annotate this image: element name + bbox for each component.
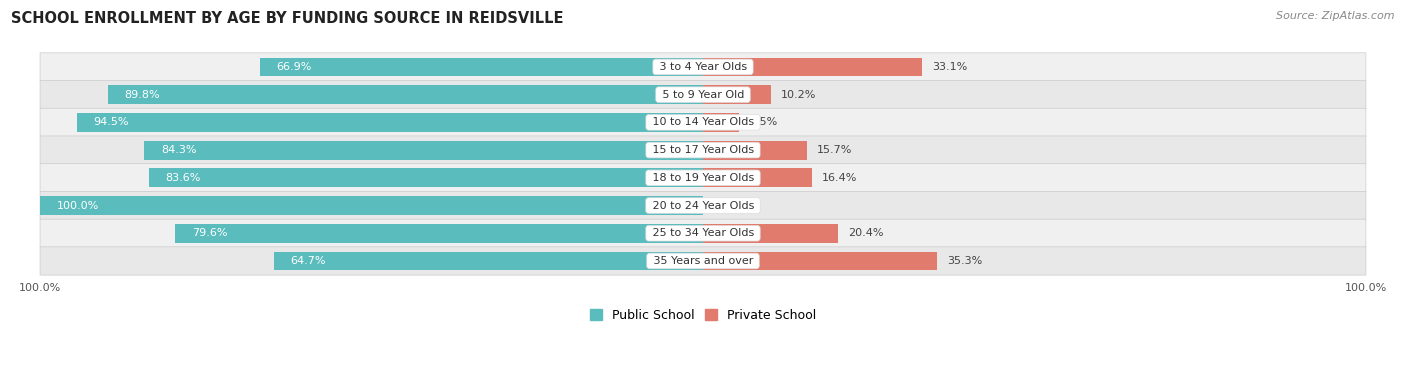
Text: 25 to 34 Year Olds: 25 to 34 Year Olds <box>648 228 758 238</box>
Text: 20.4%: 20.4% <box>848 228 883 238</box>
Bar <box>703 113 740 132</box>
Text: 79.6%: 79.6% <box>193 228 228 238</box>
Text: 20 to 24 Year Olds: 20 to 24 Year Olds <box>648 201 758 210</box>
Bar <box>703 169 811 187</box>
Text: 5.5%: 5.5% <box>749 117 778 127</box>
Bar <box>76 113 703 132</box>
FancyBboxPatch shape <box>41 136 1365 164</box>
Text: 66.9%: 66.9% <box>276 62 312 72</box>
Bar <box>41 196 703 215</box>
Text: 18 to 19 Year Olds: 18 to 19 Year Olds <box>648 173 758 183</box>
Text: 35.3%: 35.3% <box>946 256 983 266</box>
Bar <box>145 141 703 159</box>
Bar <box>176 224 703 243</box>
Text: 10 to 14 Year Olds: 10 to 14 Year Olds <box>648 117 758 127</box>
Text: 100.0%: 100.0% <box>56 201 98 210</box>
FancyBboxPatch shape <box>41 164 1365 192</box>
Text: 0.0%: 0.0% <box>713 201 741 210</box>
Text: 100.0%: 100.0% <box>1344 283 1386 293</box>
FancyBboxPatch shape <box>41 192 1365 220</box>
Bar <box>703 224 838 243</box>
Bar <box>274 251 703 270</box>
FancyBboxPatch shape <box>41 247 1365 275</box>
Bar <box>703 58 922 77</box>
Text: 89.8%: 89.8% <box>124 90 160 100</box>
Text: Source: ZipAtlas.com: Source: ZipAtlas.com <box>1277 11 1395 21</box>
Text: 5 to 9 Year Old: 5 to 9 Year Old <box>658 90 748 100</box>
Text: 94.5%: 94.5% <box>93 117 129 127</box>
Text: SCHOOL ENROLLMENT BY AGE BY FUNDING SOURCE IN REIDSVILLE: SCHOOL ENROLLMENT BY AGE BY FUNDING SOUR… <box>11 11 564 26</box>
FancyBboxPatch shape <box>41 219 1365 247</box>
Bar <box>703 251 936 270</box>
Text: 3 to 4 Year Olds: 3 to 4 Year Olds <box>655 62 751 72</box>
Text: 35 Years and over: 35 Years and over <box>650 256 756 266</box>
Legend: Public School, Private School: Public School, Private School <box>585 304 821 327</box>
Text: 100.0%: 100.0% <box>20 283 62 293</box>
Text: 33.1%: 33.1% <box>932 62 967 72</box>
Text: 15.7%: 15.7% <box>817 145 852 155</box>
Text: 84.3%: 84.3% <box>160 145 197 155</box>
Text: 16.4%: 16.4% <box>821 173 858 183</box>
FancyBboxPatch shape <box>41 81 1365 109</box>
FancyBboxPatch shape <box>41 53 1365 81</box>
Bar <box>703 141 807 159</box>
Text: 10.2%: 10.2% <box>780 90 815 100</box>
Text: 83.6%: 83.6% <box>166 173 201 183</box>
Text: 64.7%: 64.7% <box>291 256 326 266</box>
Text: 15 to 17 Year Olds: 15 to 17 Year Olds <box>648 145 758 155</box>
Bar <box>703 85 770 104</box>
Bar <box>108 85 703 104</box>
Bar <box>260 58 703 77</box>
FancyBboxPatch shape <box>41 108 1365 136</box>
Bar <box>149 169 703 187</box>
